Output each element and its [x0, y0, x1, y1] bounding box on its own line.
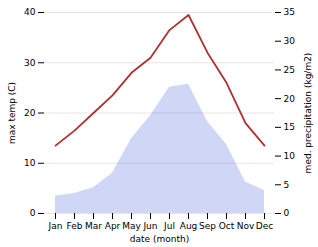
svg-text:0: 0	[30, 208, 36, 218]
svg-text:Jan: Jan	[48, 221, 63, 231]
svg-text:Aug: Aug	[180, 221, 198, 231]
svg-text:Sep: Sep	[199, 221, 216, 231]
svg-text:15: 15	[284, 122, 295, 132]
svg-text:Apr: Apr	[105, 221, 121, 231]
svg-text:30: 30	[24, 58, 36, 68]
svg-text:20: 20	[24, 108, 36, 118]
svg-text:0: 0	[284, 208, 290, 218]
svg-text:35: 35	[284, 7, 295, 17]
svg-text:med. precipitation (kg/m2): med. precipitation (kg/m2)	[303, 53, 313, 174]
svg-text:max temp (C): max temp (C)	[7, 82, 17, 144]
svg-text:10: 10	[24, 158, 36, 168]
svg-text:20: 20	[284, 94, 296, 104]
svg-text:Jul: Jul	[163, 221, 175, 231]
svg-text:25: 25	[284, 65, 295, 75]
svg-text:May: May	[122, 221, 141, 231]
svg-text:Mar: Mar	[85, 221, 102, 231]
svg-text:Oct: Oct	[219, 221, 235, 231]
svg-text:5: 5	[284, 180, 290, 190]
svg-text:10: 10	[284, 151, 296, 161]
svg-text:30: 30	[284, 36, 296, 46]
svg-text:Feb: Feb	[67, 221, 83, 231]
svg-text:40: 40	[24, 7, 36, 17]
svg-text:Nov: Nov	[237, 221, 255, 231]
svg-text:Dec: Dec	[256, 221, 273, 231]
svg-text:date (month): date (month)	[130, 234, 189, 244]
svg-text:Jun: Jun	[142, 221, 157, 231]
